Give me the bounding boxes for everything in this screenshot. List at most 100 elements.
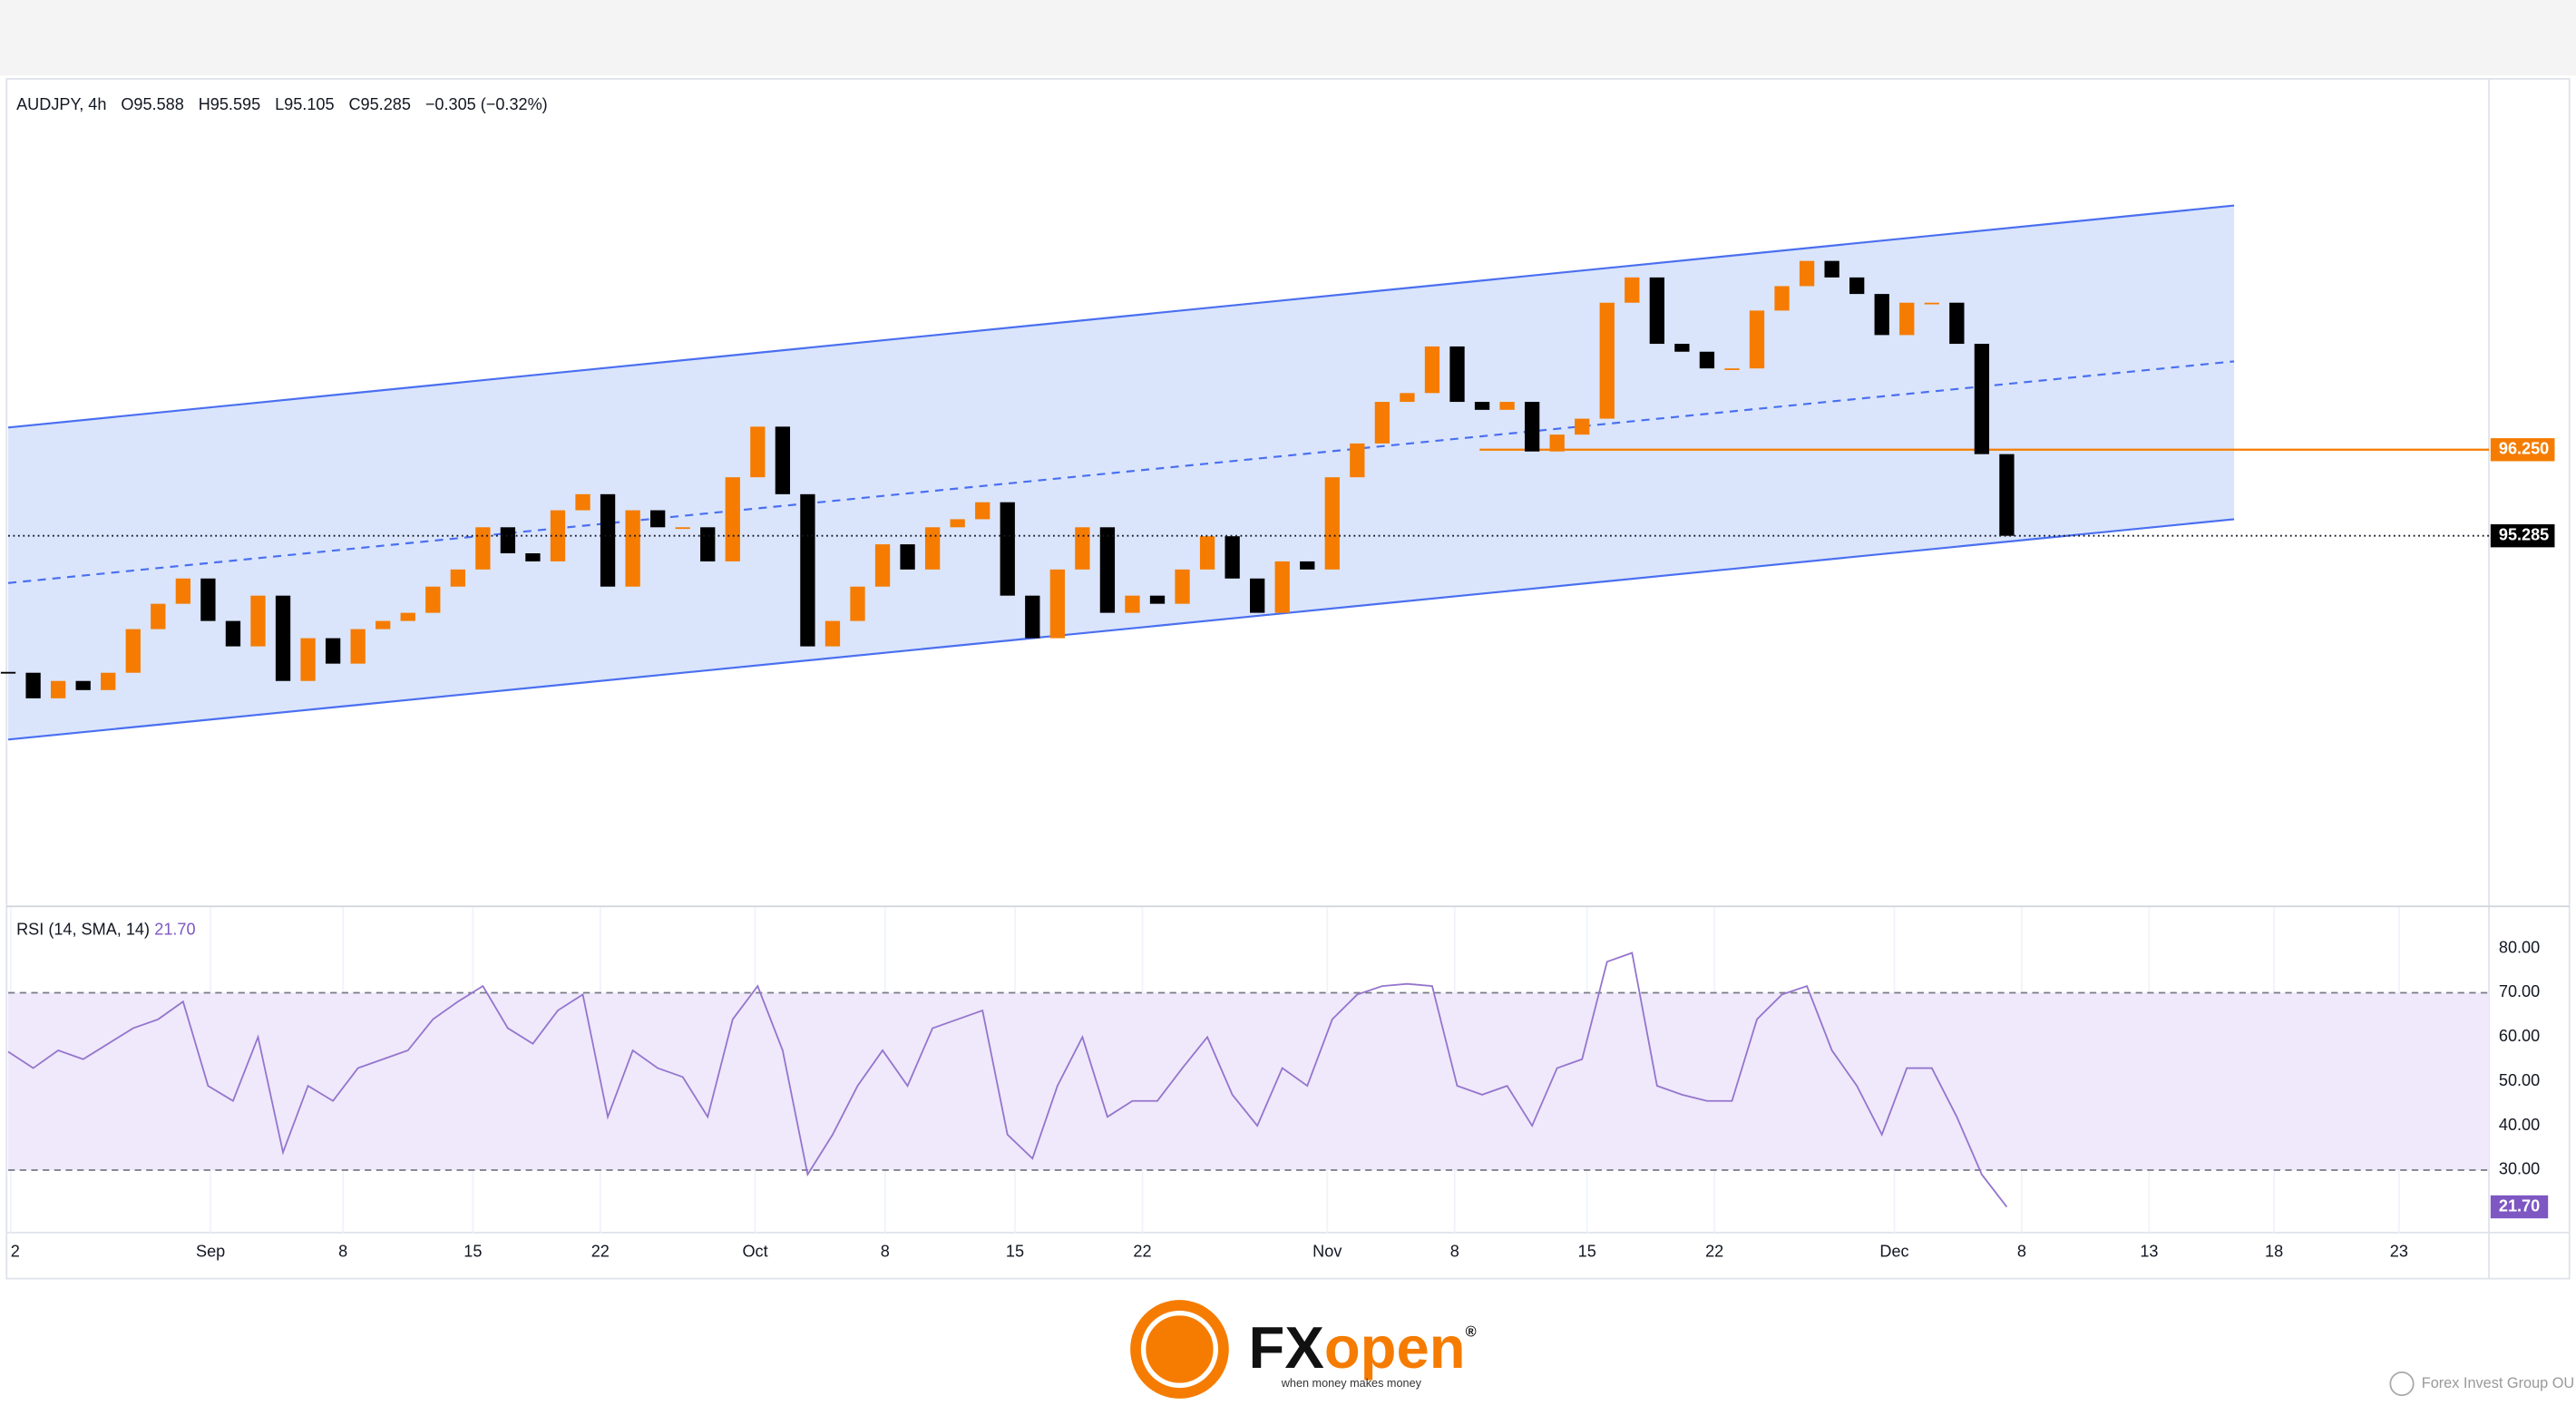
candle [1324,477,1340,570]
candle [950,519,965,528]
rsi-last-value: 21.70 [154,920,195,938]
candle [1649,277,1664,345]
candle [175,578,191,604]
x-tick-label: 15 [1006,1242,1024,1260]
candle [1874,294,1889,336]
x-tick-label: Sep [196,1242,225,1260]
change: −0.305 (−0.32%) [425,95,548,113]
candle [101,672,116,690]
candle [1924,302,1939,305]
candle [1949,302,1965,345]
x-tick-label: Dec [1879,1242,1908,1260]
x-tick-label: 22 [591,1242,610,1260]
candle [1350,443,1365,478]
rsi-tick-label: 80.00 [2499,938,2540,956]
candle [1699,351,1715,369]
candle [1749,310,1765,369]
x-tick-label: 8 [338,1242,347,1260]
candle [750,426,766,478]
candle [125,629,141,673]
x-tick-label: Nov [1312,1242,1342,1260]
candle [400,612,415,621]
x-tick-label: 22 [1705,1242,1723,1260]
candle [1625,277,1640,303]
candle [650,510,666,528]
candle [850,586,865,621]
candle [1099,527,1116,613]
candle [1849,277,1865,295]
x-tick-label: 13 [2140,1242,2158,1260]
candle [1474,402,1490,410]
channel-fill [8,205,2235,740]
candle [200,578,216,621]
top-band [0,0,2576,76]
candle [1499,402,1515,410]
brand: FXopen® [1249,1314,1477,1381]
x-tick-label: Oct [742,1242,767,1260]
candle [500,527,516,553]
candle [1300,561,1315,570]
candle [425,586,441,613]
footer-band [0,1280,2576,1415]
candle [350,629,366,664]
candle [1149,595,1166,604]
candle [1724,368,1740,370]
candle [1400,393,1415,403]
open: O95.588 [121,95,183,113]
rsi-last-label: 21.70 [2499,1196,2540,1215]
registered: ® [1466,1324,1477,1341]
candle [550,510,566,561]
channel-upper [7,204,2235,429]
x-tick-label: 22 [1133,1242,1151,1260]
x-tick-label: 8 [1450,1242,1459,1260]
candle [1674,344,1690,352]
brand-fx: FX [1249,1314,1324,1381]
candle [625,510,640,587]
candle [1274,561,1290,613]
candle [25,672,41,698]
rsi-tick-label: 30.00 [2499,1160,2540,1178]
candle [1524,402,1540,452]
candle [151,603,166,629]
rsi-band [8,992,2490,1170]
candle [900,544,915,570]
candle [275,595,291,681]
legend: AUDJPY, 4h O95.588 H95.595 L95.105 C95.2… [16,95,548,113]
last-price-tag [2490,524,2555,548]
candle [1225,536,1240,579]
x-tick-label: 15 [463,1242,482,1260]
x-tick-label: 8 [881,1242,890,1260]
candle [1125,595,1140,613]
x-tick-label: 23 [2390,1242,2408,1260]
candle [600,493,616,587]
x-tick-label: 18 [2265,1242,2283,1260]
candle [1799,260,1815,287]
symbol: AUDJPY, 4h [16,95,106,113]
rsi-tick-label: 70.00 [2499,982,2540,1000]
logo-ring [1140,1310,1219,1389]
candle [250,595,266,647]
candle [376,620,391,629]
candle [225,620,241,647]
candle [1049,569,1065,639]
candle [1199,536,1215,570]
rsi-line [7,951,2008,1208]
candle [300,638,316,681]
candle [75,680,91,690]
candle [1999,454,2015,536]
candle [800,493,815,647]
candle [1599,302,1615,419]
rsi-tick-label: 50.00 [2499,1071,2540,1089]
candle [1774,286,1790,311]
candle [1025,595,1040,639]
brand-open: open [1324,1314,1466,1381]
candle [1899,302,1915,336]
company: Forex Invest Group OU [2422,1375,2574,1391]
candle [775,426,791,494]
candle [1075,527,1090,570]
candle [675,527,690,530]
tagline: when money makes money [1281,1377,1422,1390]
close: C95.285 [348,95,410,113]
